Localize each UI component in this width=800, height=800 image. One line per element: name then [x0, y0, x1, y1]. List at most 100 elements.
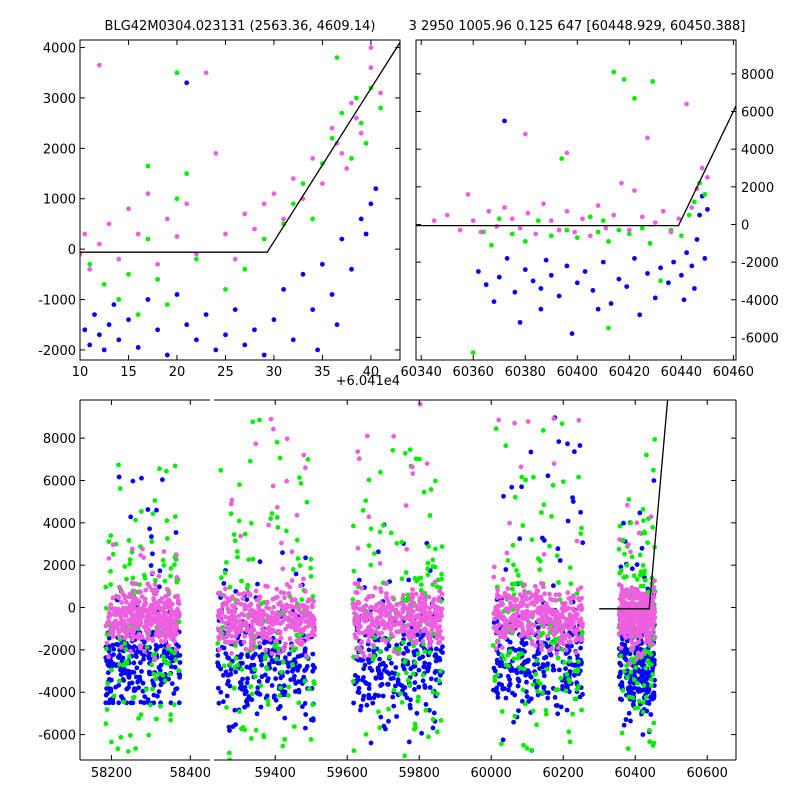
point-blue [153, 647, 159, 652]
model-line [416, 105, 736, 227]
point-blue [494, 685, 500, 691]
x-tick-label: 60340 [401, 365, 442, 380]
point-blue [419, 730, 424, 736]
y-tick-label: -6000 [38, 729, 76, 744]
point-blue [254, 711, 260, 717]
point-pink [231, 610, 237, 616]
point-pink [635, 618, 640, 624]
point-pink [159, 638, 164, 644]
point-green [574, 687, 580, 692]
point-pink [286, 591, 292, 596]
point-green [174, 196, 180, 202]
point-green [399, 576, 405, 582]
point-green [122, 564, 128, 569]
point-blue [262, 672, 268, 678]
point-pink [527, 595, 533, 601]
point-green [530, 708, 536, 714]
point-blue [238, 639, 244, 645]
point-green [400, 640, 406, 645]
point-pink [246, 615, 251, 620]
point-pink [576, 417, 582, 423]
point-green [226, 750, 232, 756]
point-pink [420, 628, 425, 634]
point-pink [396, 651, 402, 656]
point-blue [250, 655, 255, 661]
point-pink [310, 598, 315, 604]
point-pink [354, 115, 359, 121]
point-green [530, 682, 536, 687]
point-blue [600, 259, 606, 265]
point-green [282, 737, 288, 742]
point-pink [660, 208, 666, 214]
point-green [616, 546, 622, 552]
point-green [127, 561, 132, 567]
point-pink [134, 623, 140, 629]
point-green [557, 597, 563, 602]
point-green [388, 530, 394, 536]
point-pink [252, 226, 257, 232]
point-green [625, 675, 630, 680]
point-pink [372, 585, 378, 591]
point-green [412, 726, 417, 732]
point-blue [111, 652, 116, 657]
point-green [626, 231, 632, 237]
point-green [115, 746, 121, 752]
point-pink [163, 629, 169, 634]
point-pink [563, 647, 569, 653]
point-blue [532, 662, 537, 667]
point-green [294, 537, 300, 543]
point-blue [502, 118, 507, 124]
point-green [637, 552, 643, 558]
point-blue [366, 692, 372, 698]
point-blue [115, 654, 121, 660]
point-green [647, 728, 652, 733]
point-green [647, 739, 652, 745]
point-green [350, 679, 356, 684]
point-blue [495, 695, 501, 700]
point-pink [420, 591, 425, 597]
point-pink [243, 603, 248, 609]
point-pink [106, 654, 112, 660]
point-blue [103, 700, 109, 706]
point-pink [358, 640, 364, 646]
point-blue [652, 295, 658, 301]
point-pink [524, 603, 530, 609]
point-pink [284, 436, 290, 442]
point-green [304, 499, 310, 505]
point-blue [679, 272, 684, 278]
point-green [172, 463, 178, 469]
point-blue [269, 683, 275, 688]
point-blue [358, 703, 364, 709]
point-pink [238, 533, 244, 539]
point-pink [570, 606, 576, 612]
point-blue [622, 655, 628, 661]
point-blue [569, 331, 575, 336]
point-green [293, 646, 299, 651]
point-green [702, 192, 708, 197]
point-blue [356, 690, 362, 695]
point-pink [579, 635, 585, 641]
point-pink [639, 618, 645, 623]
point-blue [269, 657, 275, 663]
point-blue [141, 656, 146, 662]
point-green [564, 672, 570, 677]
point-blue [147, 651, 153, 657]
point-blue [283, 655, 288, 660]
point-blue [416, 667, 422, 673]
point-pink [570, 593, 576, 599]
point-pink [229, 497, 235, 503]
point-green [164, 518, 170, 524]
point-pink [270, 596, 276, 602]
point-green [310, 594, 316, 599]
point-pink [280, 566, 286, 572]
point-green [416, 694, 421, 700]
point-blue [296, 679, 301, 685]
point-blue [642, 678, 648, 684]
point-pink [358, 130, 364, 136]
point-blue [232, 707, 238, 713]
point-pink [224, 625, 230, 631]
point-green [641, 571, 647, 577]
point-green [568, 581, 574, 587]
point-green [501, 656, 507, 662]
point-pink [637, 633, 643, 639]
